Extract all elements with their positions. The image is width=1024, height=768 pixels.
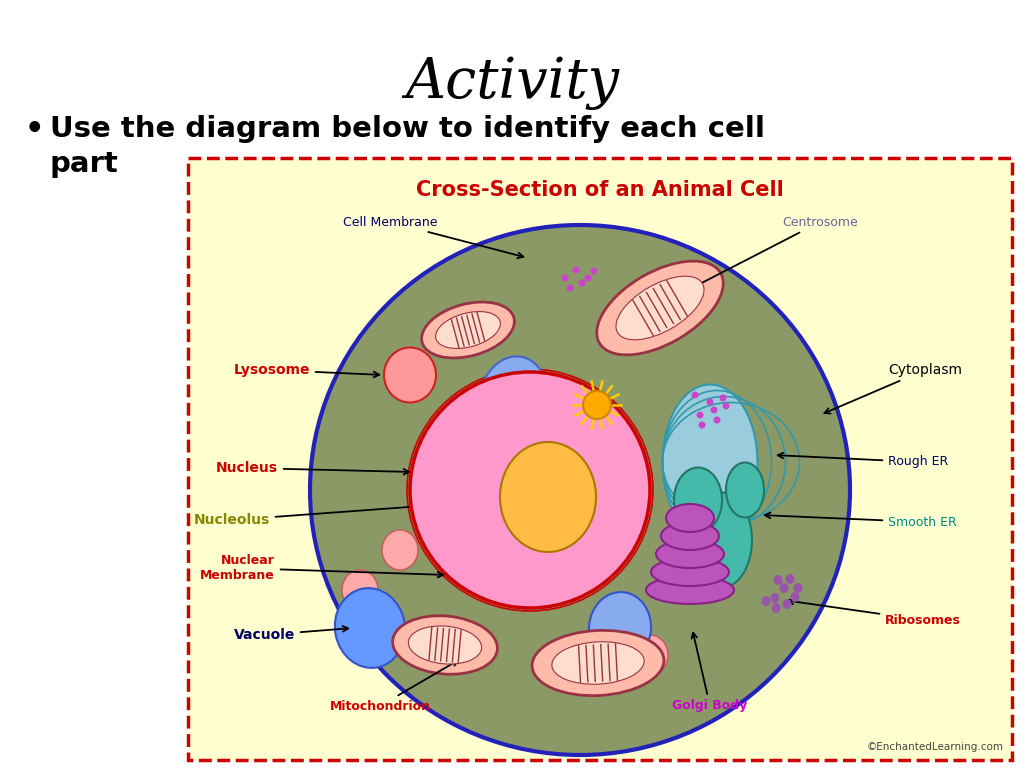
Ellipse shape — [656, 540, 724, 568]
Ellipse shape — [662, 522, 719, 550]
Ellipse shape — [794, 583, 803, 593]
Ellipse shape — [417, 485, 453, 525]
Text: Use the diagram below to identify each cell: Use the diagram below to identify each c… — [50, 115, 765, 143]
Ellipse shape — [532, 631, 664, 696]
Ellipse shape — [492, 380, 528, 420]
Ellipse shape — [791, 592, 800, 602]
Ellipse shape — [561, 274, 568, 282]
Ellipse shape — [632, 635, 668, 675]
Text: Nuclear
Membrane: Nuclear Membrane — [201, 554, 443, 582]
Ellipse shape — [566, 284, 573, 292]
Text: Ribosomes: Ribosomes — [787, 599, 961, 627]
Ellipse shape — [392, 616, 498, 674]
Ellipse shape — [409, 626, 481, 664]
Ellipse shape — [583, 391, 611, 419]
Text: Nucleolus: Nucleolus — [194, 498, 500, 527]
Ellipse shape — [782, 599, 792, 609]
Ellipse shape — [310, 225, 850, 755]
Ellipse shape — [762, 596, 770, 606]
Ellipse shape — [478, 356, 548, 444]
Ellipse shape — [552, 642, 644, 684]
Ellipse shape — [773, 575, 782, 585]
Text: Rough ER: Rough ER — [778, 452, 948, 468]
Text: Smooth ER: Smooth ER — [765, 513, 956, 528]
Ellipse shape — [589, 592, 651, 664]
Ellipse shape — [579, 280, 586, 286]
Ellipse shape — [435, 312, 501, 349]
Text: part: part — [50, 150, 119, 178]
Ellipse shape — [726, 462, 764, 518]
Text: Nucleus: Nucleus — [216, 461, 410, 475]
Ellipse shape — [707, 399, 714, 406]
Text: Golgi Body: Golgi Body — [673, 633, 748, 713]
Text: Mitochondrion: Mitochondrion — [330, 660, 458, 713]
Ellipse shape — [384, 347, 436, 402]
Ellipse shape — [711, 406, 718, 413]
Ellipse shape — [335, 588, 406, 668]
Ellipse shape — [572, 266, 580, 273]
Ellipse shape — [422, 302, 514, 358]
Ellipse shape — [382, 530, 418, 570]
Text: •: • — [25, 115, 44, 144]
Text: Cytoplasm: Cytoplasm — [824, 363, 962, 413]
Text: ©EnchantedLearning.com: ©EnchantedLearning.com — [867, 742, 1004, 752]
Ellipse shape — [723, 402, 729, 409]
Ellipse shape — [714, 416, 721, 423]
Ellipse shape — [720, 395, 726, 402]
Text: Lysosome: Lysosome — [233, 363, 379, 377]
Text: Cell Membrane: Cell Membrane — [343, 216, 523, 258]
Ellipse shape — [771, 603, 780, 613]
Ellipse shape — [696, 412, 703, 419]
Ellipse shape — [691, 392, 698, 399]
Ellipse shape — [410, 372, 650, 608]
Text: Centrosome: Centrosome — [692, 216, 858, 288]
Ellipse shape — [666, 504, 714, 532]
Ellipse shape — [492, 538, 528, 578]
Bar — [188, 158, 1012, 760]
Ellipse shape — [500, 442, 596, 552]
Ellipse shape — [785, 574, 795, 584]
Ellipse shape — [616, 276, 705, 339]
Ellipse shape — [674, 468, 722, 532]
Ellipse shape — [698, 422, 706, 429]
Ellipse shape — [651, 558, 729, 586]
Text: Vacuole: Vacuole — [233, 626, 348, 642]
Ellipse shape — [770, 593, 779, 603]
Text: Activity: Activity — [406, 55, 618, 110]
Ellipse shape — [342, 570, 378, 610]
Text: Cross-Section of an Animal Cell: Cross-Section of an Animal Cell — [416, 180, 784, 200]
Ellipse shape — [591, 267, 597, 274]
Ellipse shape — [597, 261, 723, 355]
Ellipse shape — [646, 576, 734, 604]
Ellipse shape — [585, 274, 592, 282]
Ellipse shape — [779, 583, 788, 593]
Ellipse shape — [663, 385, 758, 539]
Ellipse shape — [692, 492, 752, 588]
Ellipse shape — [437, 425, 473, 465]
